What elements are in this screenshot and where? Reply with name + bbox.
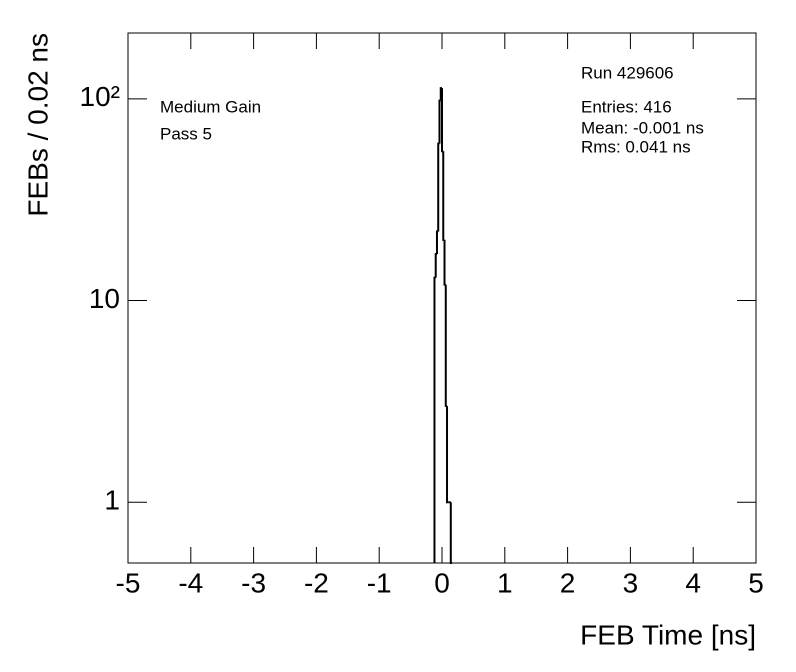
mean-label: Mean: -0.001 ns: [581, 118, 704, 137]
x-tick-label: 2: [560, 567, 576, 598]
rms-label: Rms: 0.041 ns: [581, 137, 691, 156]
y-tick-label: 10²: [80, 81, 120, 112]
histogram-bin: [449, 502, 453, 564]
pass-label: Pass 5: [160, 124, 212, 143]
y-axis-title: FEBs / 0.02 ns: [22, 33, 53, 217]
x-tick-label: 5: [748, 567, 764, 598]
histogram-bin: [446, 406, 449, 504]
x-tick-label: -3: [241, 567, 266, 598]
run-label: Run 429606: [581, 63, 674, 82]
histogram-bin: [444, 284, 448, 408]
x-tick-label: -4: [178, 567, 203, 598]
histogram-bin: [434, 253, 437, 278]
histogram-bin: [443, 239, 446, 286]
x-tick-label: -5: [116, 567, 141, 598]
histogram-bin: [433, 276, 436, 563]
x-tick-label: 3: [623, 567, 639, 598]
x-tick-label: -2: [304, 567, 329, 598]
histogram-bin: [435, 230, 439, 255]
histogram-bin: [437, 142, 440, 232]
x-tick-label: -1: [367, 567, 392, 598]
x-tick-label: 4: [685, 567, 701, 598]
y-tick-label: 1: [104, 485, 120, 516]
x-axis-title: FEB Time [ns]: [580, 619, 756, 650]
entries-label: Entries: 416: [581, 97, 672, 116]
x-tick-label: 0: [434, 567, 450, 598]
histogram-bin: [438, 99, 441, 144]
x-tick-label: 1: [497, 567, 513, 598]
histogram-bin: [442, 151, 445, 241]
gain-label: Medium Gain: [160, 97, 261, 116]
histogram-bin: [441, 88, 444, 153]
y-tick-label: 10: [89, 283, 120, 314]
